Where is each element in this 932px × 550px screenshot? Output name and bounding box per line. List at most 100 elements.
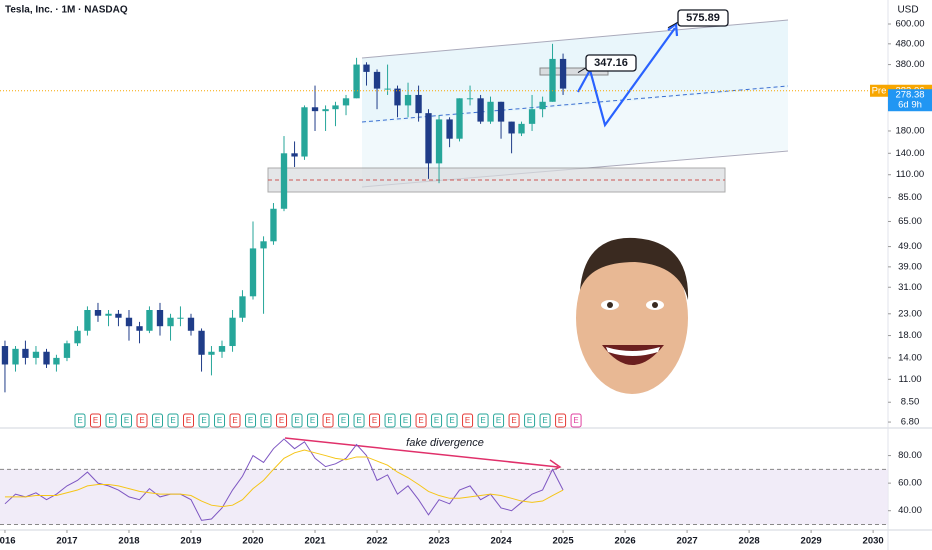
earnings-marker (214, 413, 226, 428)
earnings-marker (446, 413, 458, 428)
earnings-marker (74, 413, 86, 428)
candle-body (373, 71, 381, 89)
y-tick-label: 110.00 (896, 169, 924, 180)
candle-body (384, 88, 391, 90)
annotation-box (677, 9, 729, 27)
earnings-label: E (217, 416, 222, 425)
candle-body (229, 317, 236, 347)
x-tick-label: 2025 (552, 536, 574, 547)
candle-body (539, 101, 546, 110)
candle-body (239, 296, 246, 318)
earnings-label: E (310, 416, 315, 425)
y-tick-label: 14.00 (898, 352, 922, 363)
y-tick-label: 11.00 (898, 374, 921, 385)
earnings-label: E (387, 416, 392, 425)
candle-body (497, 101, 505, 122)
earnings-marker (384, 413, 396, 428)
annotation-label: 347.16 (594, 57, 628, 69)
earnings-label: E (93, 416, 98, 425)
earnings-marker (338, 413, 350, 428)
candle-body (94, 310, 102, 316)
candle-body (508, 121, 515, 134)
earnings-label: E (511, 416, 516, 425)
candle-body (84, 310, 91, 331)
y-tick-label: 480.00 (895, 38, 924, 49)
earnings-label: E (139, 416, 144, 425)
y2-tick-label: 80.00 (898, 450, 922, 461)
candle-body (1, 346, 9, 365)
earnings-label: E (496, 416, 501, 425)
earnings-label: E (325, 416, 330, 425)
earnings-label: E (527, 416, 532, 425)
candle-body (404, 94, 412, 106)
x-tick-label: 2024 (490, 536, 512, 547)
candle-body (167, 317, 174, 327)
x-tick-label: 2026 (615, 536, 636, 547)
y-tick-label: 39.00 (898, 261, 922, 272)
earnings-marker (89, 413, 101, 428)
candle-body (22, 348, 29, 358)
candle-body (156, 310, 164, 327)
candle-body (342, 98, 350, 106)
earnings-label: E (449, 416, 454, 425)
candle-body (415, 94, 422, 114)
pre-box (870, 84, 888, 97)
candle-body (187, 317, 195, 331)
x-tick-label: 2021 (304, 536, 326, 547)
earnings-marker (167, 413, 179, 428)
y-tick-label: 380.00 (895, 59, 924, 70)
y-tick-label: 49.00 (898, 241, 922, 252)
candle-body (208, 351, 215, 355)
channel-mid (361, 85, 789, 123)
earnings-marker (477, 413, 489, 428)
earnings-marker (539, 413, 551, 428)
y-tick-label: 600.00 (895, 19, 924, 30)
earnings-marker (121, 413, 133, 428)
candle-body (466, 98, 474, 100)
y-tick-label: 18.00 (898, 330, 922, 341)
candle-body (63, 343, 71, 358)
candle-body (53, 357, 60, 365)
face (576, 237, 689, 394)
earnings-label: E (77, 416, 82, 425)
earnings-marker (136, 413, 148, 428)
y-tick-label: 85.00 (898, 192, 922, 203)
x-tick-label: 2030 (863, 536, 884, 547)
earnings-marker (260, 413, 272, 428)
x-tick-label: 2019 (180, 536, 201, 547)
drawings (267, 19, 789, 193)
candle-body (249, 248, 257, 297)
y-tick-label: 65.00 (898, 216, 922, 227)
earnings-marker (291, 413, 303, 428)
earnings-marker (369, 413, 381, 428)
earnings-marker (353, 413, 365, 428)
candle-body (487, 101, 494, 122)
x-tick-label: 2029 (801, 536, 822, 547)
candle-body (43, 351, 50, 365)
candle-body (332, 105, 339, 110)
annotation-label: 575.89 (686, 12, 720, 24)
channel-fill (362, 88, 788, 187)
earnings-marker (183, 413, 195, 428)
y-tick-label: 180.00 (895, 125, 924, 136)
projection-path (577, 27, 676, 128)
y-tick-label: 23.00 (898, 308, 922, 319)
earnings-marker (431, 413, 443, 428)
candle-body (12, 348, 19, 365)
x-tick-label: 2016 (0, 536, 16, 547)
candle-body (146, 310, 153, 331)
earnings-marker (524, 413, 536, 428)
earnings-marker (105, 413, 117, 428)
candle-body (311, 107, 319, 112)
earnings-label: E (403, 416, 408, 425)
y-tick-label: 8.50 (901, 397, 920, 408)
candle-body (425, 113, 432, 164)
pre-label: Pre (872, 85, 887, 96)
earnings-label: E (480, 416, 485, 425)
candle-body (74, 330, 81, 344)
earnings-label: E (279, 416, 284, 425)
candle-body (322, 109, 329, 112)
earnings-marker (229, 413, 241, 428)
y-tick-label: 31.00 (898, 282, 922, 293)
rsi-line (4, 438, 564, 521)
